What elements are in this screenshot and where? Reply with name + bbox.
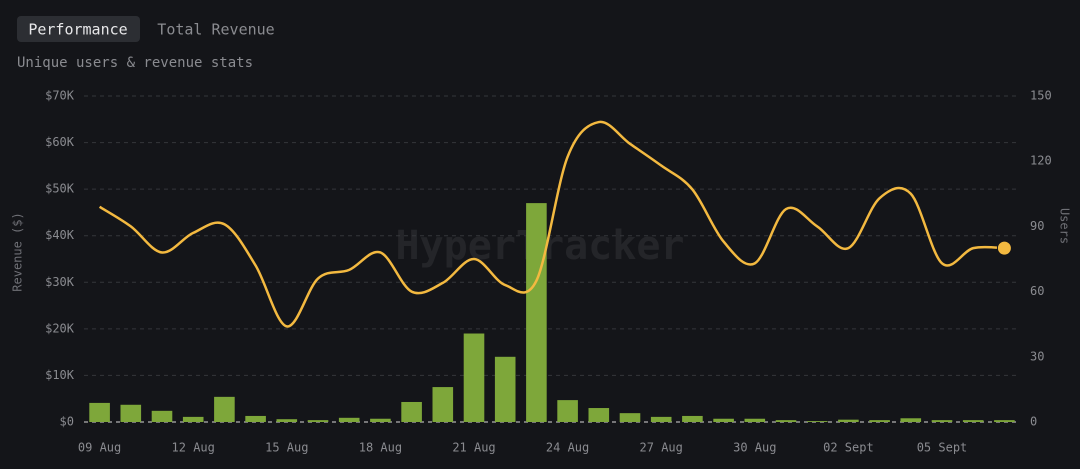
bar bbox=[931, 420, 953, 422]
bar bbox=[494, 356, 516, 422]
y-axis-label: Revenue ($) bbox=[11, 212, 25, 291]
bar bbox=[869, 420, 890, 422]
end-marker bbox=[996, 240, 1012, 256]
bar bbox=[650, 416, 672, 422]
y2-tick-label: 60 bbox=[1030, 284, 1044, 298]
x-tick-label: 05 Sept bbox=[917, 441, 968, 455]
y2-tick-label: 150 bbox=[1030, 89, 1052, 103]
bar bbox=[526, 203, 547, 422]
bar bbox=[151, 410, 173, 422]
bar bbox=[682, 415, 703, 422]
bar bbox=[838, 419, 859, 422]
bar bbox=[900, 418, 922, 422]
y-tick-label: $10K bbox=[45, 368, 75, 382]
tab[interactable]: Performance bbox=[28, 21, 127, 39]
line bbox=[98, 120, 1005, 328]
y-tick-label: $0 bbox=[60, 415, 74, 429]
bar bbox=[744, 418, 766, 422]
x-tick-label: 09 Aug bbox=[78, 441, 121, 455]
bar bbox=[370, 418, 391, 422]
bar bbox=[962, 420, 984, 422]
bar bbox=[182, 416, 204, 422]
x-tick-label: 12 Aug bbox=[172, 441, 215, 455]
bar bbox=[120, 404, 142, 422]
bar bbox=[214, 396, 235, 422]
y2-tick-label: 120 bbox=[1030, 154, 1052, 168]
bar bbox=[89, 402, 110, 422]
y-tick-label: $60K bbox=[45, 135, 75, 149]
bar bbox=[994, 420, 1015, 422]
subtitle: Unique users & revenue stats bbox=[17, 55, 253, 71]
bar bbox=[713, 418, 734, 422]
y2-tick-label: 30 bbox=[1030, 349, 1044, 363]
bar bbox=[806, 421, 828, 422]
x-tick-label: 27 Aug bbox=[640, 441, 683, 455]
y-tick-label: $40K bbox=[45, 228, 75, 242]
tab-active-bg bbox=[17, 16, 140, 42]
bar bbox=[619, 413, 641, 422]
y-tick-label: $20K bbox=[45, 321, 75, 335]
bar bbox=[588, 408, 610, 422]
bar bbox=[245, 415, 266, 422]
tab[interactable]: Total Revenue bbox=[157, 21, 274, 39]
x-tick-label: 21 Aug bbox=[452, 441, 495, 455]
bar bbox=[557, 400, 578, 422]
bar bbox=[338, 417, 360, 422]
y2-tick-label: 90 bbox=[1030, 219, 1044, 233]
bar bbox=[432, 387, 454, 422]
y2-axis-label: Users bbox=[1058, 208, 1072, 244]
y-tick-label: $70K bbox=[45, 89, 75, 103]
y-tick-label: $30K bbox=[45, 275, 75, 289]
x-tick-label: 02 Sept bbox=[823, 441, 874, 455]
y2-tick-label: 0 bbox=[1030, 415, 1037, 429]
x-tick-label: 30 Aug bbox=[733, 441, 776, 455]
x-tick-label: 18 Aug bbox=[359, 441, 402, 455]
bar bbox=[307, 420, 329, 422]
bar bbox=[276, 419, 298, 422]
x-tick-label: 24 Aug bbox=[546, 441, 589, 455]
bar bbox=[775, 420, 797, 422]
bar bbox=[401, 401, 422, 422]
y-tick-label: $50K bbox=[45, 182, 75, 196]
x-tick-label: 15 Aug bbox=[265, 441, 308, 455]
bar bbox=[463, 333, 485, 422]
